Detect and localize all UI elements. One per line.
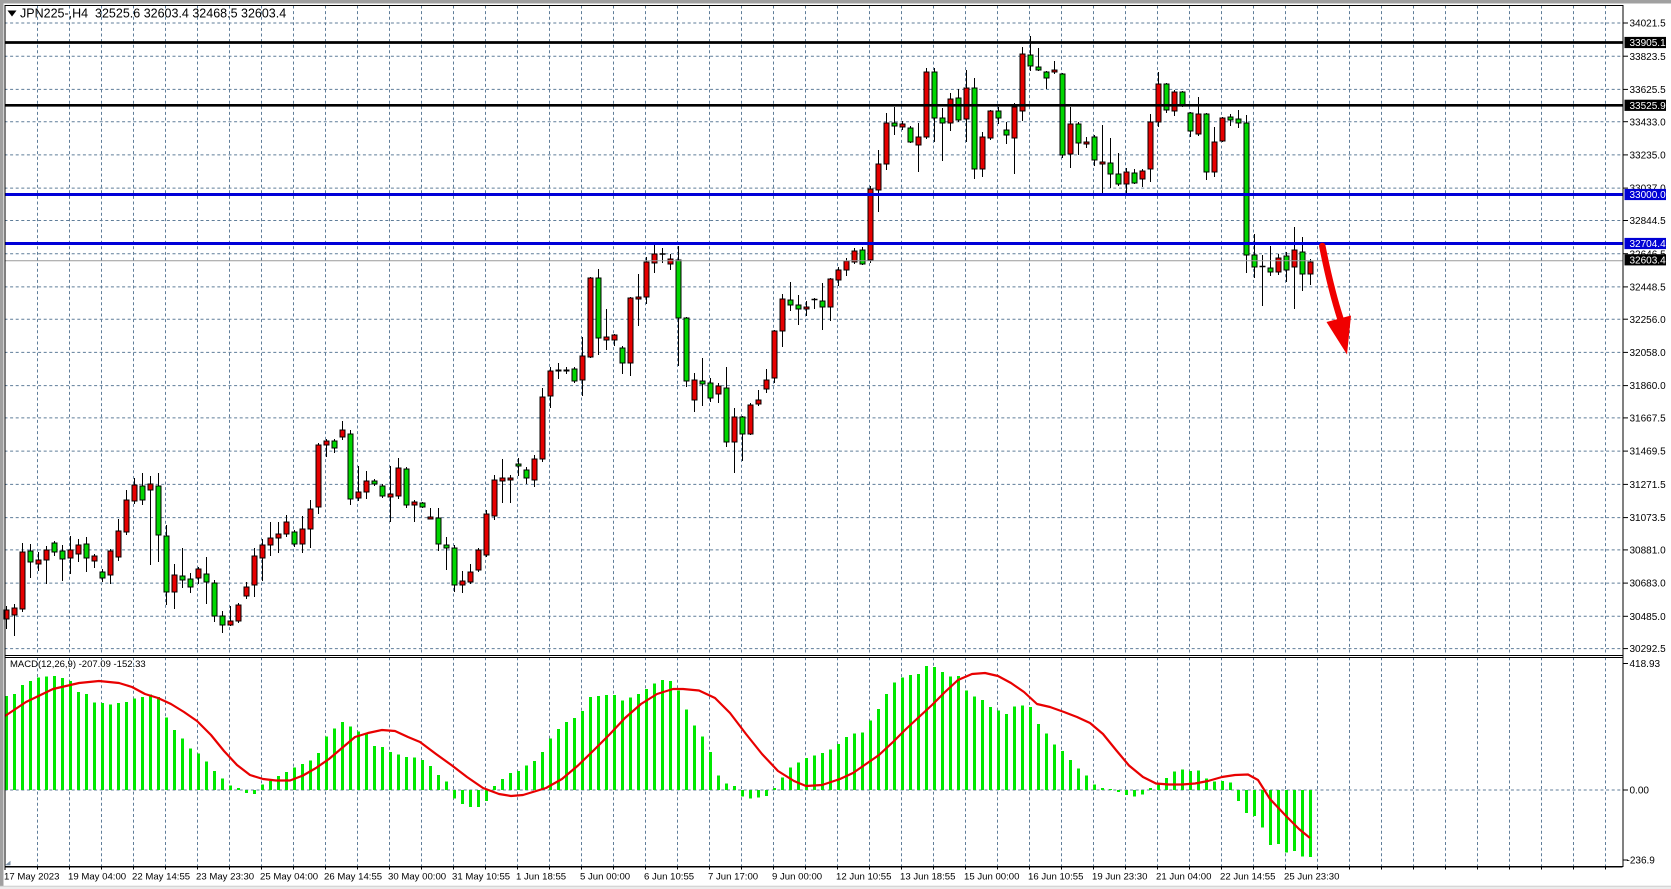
svg-text:31860.0: 31860.0	[1630, 381, 1667, 392]
svg-text:9 Jun 00:00: 9 Jun 00:00	[772, 872, 822, 883]
svg-text:25 May 04:00: 25 May 04:00	[260, 872, 318, 883]
svg-text:21 Jun 04:00: 21 Jun 04:00	[1156, 872, 1211, 883]
svg-text:33433.0: 33433.0	[1630, 117, 1667, 128]
svg-text:-236.9: -236.9	[1627, 856, 1656, 867]
svg-text:26 May 14:55: 26 May 14:55	[324, 872, 382, 883]
svg-text:31 May 10:55: 31 May 10:55	[452, 872, 510, 883]
svg-text:33235.0: 33235.0	[1630, 151, 1667, 162]
svg-text:JPN225-,H4 32525.6 32603.4 32: JPN225-,H4 32525.6 32603.4 32468.5 32603…	[20, 7, 286, 21]
svg-text:6 Jun 10:55: 6 Jun 10:55	[644, 872, 694, 883]
svg-text:15 Jun 00:00: 15 Jun 00:00	[964, 872, 1019, 883]
svg-text:16 Jun 10:55: 16 Jun 10:55	[1028, 872, 1083, 883]
svg-text:418.93: 418.93	[1630, 659, 1661, 670]
svg-text:22 Jun 14:55: 22 Jun 14:55	[1220, 872, 1275, 883]
svg-text:MACD(12,26,9) -207.09 -152.33: MACD(12,26,9) -207.09 -152.33	[10, 659, 146, 670]
svg-text:32844.5: 32844.5	[1630, 216, 1667, 227]
svg-text:33000.0: 33000.0	[1630, 190, 1667, 201]
svg-text:31469.5: 31469.5	[1630, 447, 1667, 458]
svg-text:30 May 00:00: 30 May 00:00	[388, 872, 446, 883]
svg-text:33905.1: 33905.1	[1630, 38, 1667, 49]
svg-text:12 Jun 10:55: 12 Jun 10:55	[836, 872, 891, 883]
svg-text:32256.0: 32256.0	[1630, 315, 1667, 326]
svg-text:30292.5: 30292.5	[1630, 644, 1667, 655]
svg-text:5 Jun 00:00: 5 Jun 00:00	[580, 872, 630, 883]
svg-text:22 May 14:55: 22 May 14:55	[132, 872, 190, 883]
svg-text:13 Jun 18:55: 13 Jun 18:55	[900, 872, 955, 883]
svg-text:1 Jun 18:55: 1 Jun 18:55	[516, 872, 566, 883]
svg-text:25 Jun 23:30: 25 Jun 23:30	[1284, 872, 1339, 883]
svg-text:31073.5: 31073.5	[1630, 513, 1667, 524]
svg-text:17 May 2023: 17 May 2023	[4, 872, 59, 883]
svg-text:31667.5: 31667.5	[1630, 414, 1667, 425]
svg-text:32603.4: 32603.4	[1630, 255, 1667, 266]
svg-text:7 Jun 17:00: 7 Jun 17:00	[708, 872, 758, 883]
svg-text:31271.5: 31271.5	[1630, 480, 1667, 491]
svg-text:0.00: 0.00	[1630, 786, 1650, 797]
svg-text:33823.5: 33823.5	[1630, 52, 1667, 63]
svg-text:23 May 23:30: 23 May 23:30	[196, 872, 254, 883]
svg-text:32704.4: 32704.4	[1630, 239, 1667, 250]
svg-text:32058.0: 32058.0	[1630, 348, 1667, 359]
svg-text:30683.0: 30683.0	[1630, 579, 1667, 590]
svg-text:33625.5: 33625.5	[1630, 85, 1667, 96]
svg-text:34021.5: 34021.5	[1630, 19, 1667, 30]
svg-text:33525.9: 33525.9	[1630, 101, 1667, 112]
svg-text:32448.5: 32448.5	[1630, 283, 1667, 294]
svg-text:19 May 04:00: 19 May 04:00	[68, 872, 126, 883]
svg-text:30485.0: 30485.0	[1630, 612, 1667, 623]
svg-text:30881.0: 30881.0	[1630, 546, 1667, 557]
svg-text:19 Jun 23:30: 19 Jun 23:30	[1092, 872, 1147, 883]
